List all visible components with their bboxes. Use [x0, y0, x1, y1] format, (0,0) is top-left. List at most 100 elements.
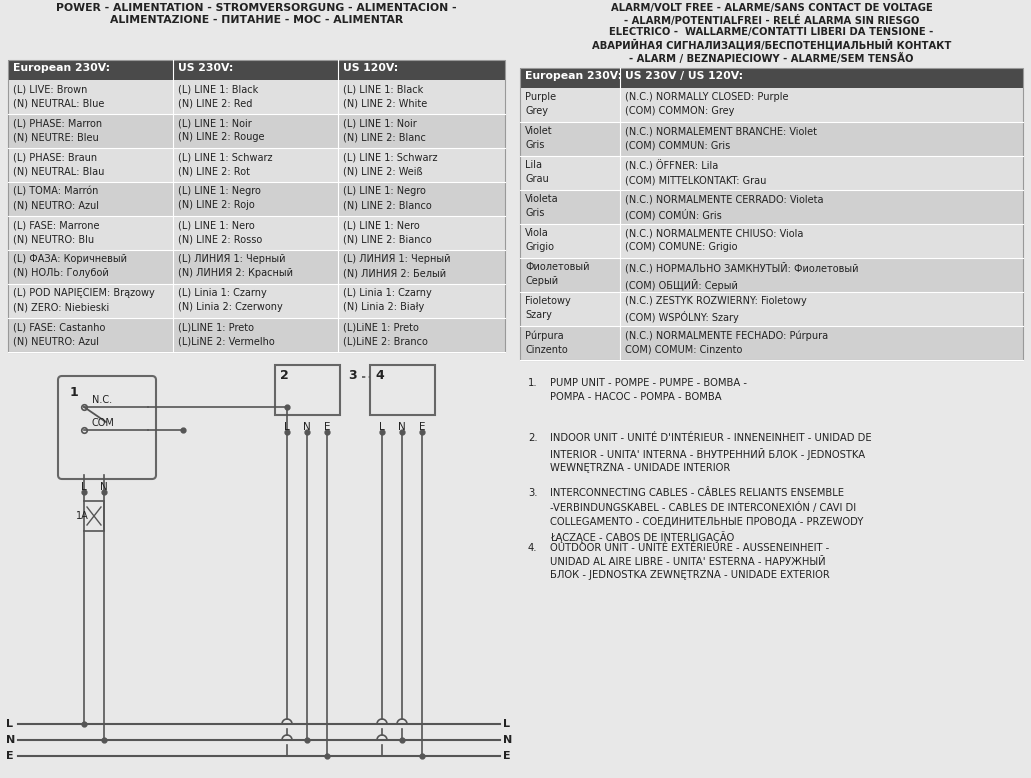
Text: (L) ЛИНИЯ 1: Черный
(N) ЛИНИЯ 2: Белый: (L) ЛИНИЯ 1: Черный (N) ЛИНИЯ 2: Белый	[343, 254, 451, 278]
Text: (L) LINE 1: Nero
(N) LINE 2: Rosso: (L) LINE 1: Nero (N) LINE 2: Rosso	[178, 220, 262, 244]
Text: 4: 4	[375, 369, 384, 382]
Text: E: E	[503, 751, 510, 761]
Text: Violeta
Gris: Violeta Gris	[525, 194, 559, 218]
Text: 1A: 1A	[76, 511, 89, 521]
Bar	[520, 88, 620, 122]
Text: COM: COM	[92, 418, 114, 428]
Bar	[173, 148, 338, 182]
Text: (L) Linia 1: Czarny
(N) Linia 2: Czerwony: (L) Linia 1: Czarny (N) Linia 2: Czerwon…	[178, 288, 282, 312]
Text: E: E	[324, 422, 330, 432]
Text: (L) PHASE: Marron
(N) NEUTRE: Bleu: (L) PHASE: Marron (N) NEUTRE: Bleu	[13, 118, 102, 142]
Text: Lila
Grau: Lila Grau	[525, 160, 548, 184]
Bar	[520, 258, 620, 292]
Bar	[84, 501, 104, 531]
Bar	[620, 258, 1023, 292]
Text: (L) LINE 1: Noir
(N) LINE 2: Rouge: (L) LINE 1: Noir (N) LINE 2: Rouge	[178, 118, 265, 142]
Bar	[620, 156, 1023, 190]
Text: 1.: 1.	[528, 378, 537, 388]
Text: PUMP UNIT - POMPE - PUMPE - BOMBA -
POMPA - НАСОС - POMPA - BOMBA: PUMP UNIT - POMPE - PUMPE - BOMBA - POMP…	[550, 378, 747, 401]
Text: (L) FASE: Marrone
(N) NEUTRO: Blu: (L) FASE: Marrone (N) NEUTRO: Blu	[13, 220, 100, 244]
Bar	[520, 190, 620, 224]
Bar	[8, 80, 173, 114]
Text: 2.: 2.	[528, 433, 537, 443]
Bar	[8, 284, 173, 318]
Text: 4.: 4.	[528, 543, 537, 553]
Text: L: L	[285, 422, 290, 432]
Bar	[338, 250, 505, 284]
Bar	[338, 216, 505, 250]
Bar	[338, 60, 505, 80]
Bar	[520, 68, 620, 88]
Bar	[520, 68, 1023, 360]
Bar	[520, 292, 620, 326]
Text: (L) FASE: Castanho
(N) NEUTRO: Azul: (L) FASE: Castanho (N) NEUTRO: Azul	[13, 322, 105, 346]
Text: INDOOR UNIT - UNITÉ D'INTÉRIEUR - INNENEINHEIT - UNIDAD DE
INTERIOR - UNITA' INT: INDOOR UNIT - UNITÉ D'INTÉRIEUR - INNENE…	[550, 433, 871, 473]
Text: N: N	[303, 422, 311, 432]
Text: Viola
Grigio: Viola Grigio	[525, 228, 554, 252]
Text: US 230V / US 120V:: US 230V / US 120V:	[625, 71, 743, 81]
Text: Violet
Gris: Violet Gris	[525, 126, 553, 150]
Bar	[8, 148, 173, 182]
Text: (L) ФАЗА: Коричневый
(N) НОЛЬ: Голубой: (L) ФАЗА: Коричневый (N) НОЛЬ: Голубой	[13, 254, 127, 278]
Text: (L) LINE 1: Negro
(N) LINE 2: Rojo: (L) LINE 1: Negro (N) LINE 2: Rojo	[178, 186, 261, 210]
Bar	[8, 114, 173, 148]
Text: E: E	[419, 422, 425, 432]
Text: OUTDOOR UNIT - UNITÉ EXTÉRIEURE - AUSSENEINHEIT -
UNIDAD AL AIRE LIBRE - UNITA' : OUTDOOR UNIT - UNITÉ EXTÉRIEURE - AUSSEN…	[550, 543, 830, 580]
Text: (N.C.) NORMALEMENT BRANCHE: Violet
(COM) COMMUN: Gris: (N.C.) NORMALEMENT BRANCHE: Violet (COM)…	[625, 126, 817, 150]
Bar	[8, 60, 173, 80]
Bar	[173, 284, 338, 318]
Bar	[338, 182, 505, 216]
Bar	[173, 216, 338, 250]
Text: (L) ЛИНИЯ 1: Черный
(N) ЛИНИЯ 2: Красный: (L) ЛИНИЯ 1: Черный (N) ЛИНИЯ 2: Красный	[178, 254, 293, 278]
Text: N.C.: N.C.	[92, 395, 112, 405]
Bar	[338, 80, 505, 114]
Text: N: N	[398, 422, 406, 432]
Text: N: N	[100, 482, 108, 492]
Text: Fioletowy
Szary: Fioletowy Szary	[525, 296, 571, 320]
Text: (L) LINE 1: Nero
(N) LINE 2: Bianco: (L) LINE 1: Nero (N) LINE 2: Bianco	[343, 220, 432, 244]
Text: (L) Linia 1: Czarny
(N) Linia 2: Biały: (L) Linia 1: Czarny (N) Linia 2: Biały	[343, 288, 432, 312]
Text: Purple
Grey: Purple Grey	[525, 92, 556, 116]
Bar	[275, 365, 340, 415]
Text: E: E	[6, 751, 13, 761]
Text: (L) LINE 1: Schwarz
(N) LINE 2: Rot: (L) LINE 1: Schwarz (N) LINE 2: Rot	[178, 152, 272, 176]
Text: L: L	[6, 719, 13, 729]
Text: European 230V:: European 230V:	[525, 71, 622, 81]
Text: (N.C.) ZESTYK ROZWIERNY: Fioletowy
(COM) WSPÓLNY: Szary: (N.C.) ZESTYK ROZWIERNY: Fioletowy (COM)…	[625, 296, 806, 323]
Text: (N.C.) ÖFFNER: Lila
(COM) MITTELKONTAKT: Grau: (N.C.) ÖFFNER: Lila (COM) MITTELKONTAKT:…	[625, 160, 766, 185]
Bar	[620, 326, 1023, 360]
Text: (L)LiNE 1: Preto
(L)LiNE 2: Branco: (L)LiNE 1: Preto (L)LiNE 2: Branco	[343, 322, 428, 346]
Text: Púrpura
Cinzento: Púrpura Cinzento	[525, 330, 568, 355]
FancyBboxPatch shape	[58, 376, 156, 479]
Bar	[8, 318, 173, 352]
Bar	[338, 284, 505, 318]
Text: Фиолетовый
Серый: Фиолетовый Серый	[525, 262, 590, 286]
Text: (L) LINE 1: Negro
(N) LINE 2: Blanco: (L) LINE 1: Negro (N) LINE 2: Blanco	[343, 186, 432, 210]
Bar	[173, 114, 338, 148]
Text: (L) LINE 1: Schwarz
(N) LINE 2: Weiß: (L) LINE 1: Schwarz (N) LINE 2: Weiß	[343, 152, 437, 176]
Bar	[620, 122, 1023, 156]
Bar	[620, 190, 1023, 224]
Text: L: L	[379, 422, 385, 432]
Bar	[173, 182, 338, 216]
Text: (L) PHASE: Braun
(N) NEUTRAL: Blau: (L) PHASE: Braun (N) NEUTRAL: Blau	[13, 152, 104, 176]
Text: (N.C.) NORMALMENTE FECHADO: Púrpura
COM) COMUM: Cinzento: (N.C.) NORMALMENTE FECHADO: Púrpura COM)…	[625, 330, 828, 355]
Bar	[8, 216, 173, 250]
Text: 2: 2	[280, 369, 289, 382]
Bar	[173, 60, 338, 80]
Bar	[173, 318, 338, 352]
Text: (L)LINE 1: Preto
(L)LiNE 2: Vermelho: (L)LINE 1: Preto (L)LiNE 2: Vermelho	[178, 322, 274, 346]
Bar	[620, 68, 1023, 88]
Bar	[520, 224, 620, 258]
Text: L: L	[81, 482, 87, 492]
Text: (L) POD NAPIĘCIEM: Brązowy
(N) ZERO: Niebieski: (L) POD NAPIĘCIEM: Brązowy (N) ZERO: Nie…	[13, 288, 155, 312]
Text: European 230V:: European 230V:	[13, 63, 110, 73]
Bar	[8, 250, 173, 284]
Text: N: N	[6, 735, 15, 745]
Text: ALARM/VOLT FREE - ALARME/SANS CONTACT DE VOLTAGE
- ALARM/POTENTIALFREI - RELÉ AL: ALARM/VOLT FREE - ALARME/SANS CONTACT DE…	[592, 3, 952, 64]
Text: 1: 1	[70, 386, 78, 399]
Bar	[173, 250, 338, 284]
Text: N: N	[503, 735, 512, 745]
Text: (L) LINE 1: Black
(N) LINE 2: White: (L) LINE 1: Black (N) LINE 2: White	[343, 84, 427, 108]
Text: (L) TOMA: Marrón
(N) NEUTRO: Azul: (L) TOMA: Marrón (N) NEUTRO: Azul	[13, 186, 99, 210]
